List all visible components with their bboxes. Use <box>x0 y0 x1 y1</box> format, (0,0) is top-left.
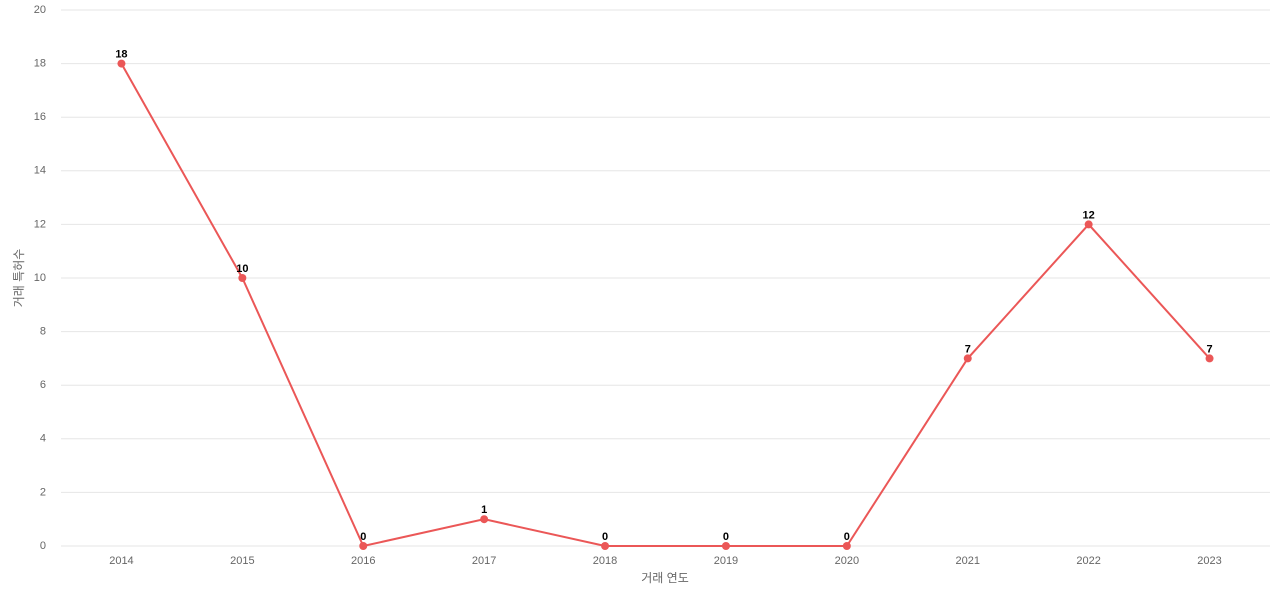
point <box>601 542 610 550</box>
x-tick-label: 2017 <box>472 555 496 567</box>
point <box>721 542 730 550</box>
y-tick-label: 4 <box>40 433 46 445</box>
point <box>842 542 851 550</box>
value-label: 7 <box>1206 343 1212 355</box>
point <box>359 542 368 550</box>
point <box>963 354 972 363</box>
value-label: 0 <box>844 531 850 543</box>
x-tick-label: 2019 <box>714 555 738 567</box>
y-tick-label: 14 <box>34 165 46 177</box>
value-label: 10 <box>236 263 248 275</box>
point <box>480 515 489 524</box>
y-tick-label: 12 <box>34 218 46 230</box>
x-tick-label: 2023 <box>1197 555 1221 567</box>
x-tick-label: 2020 <box>835 555 859 567</box>
value-label: 0 <box>723 531 729 543</box>
y-tick-label: 8 <box>40 326 46 338</box>
point <box>1205 354 1214 363</box>
value-label: 0 <box>360 531 366 543</box>
line <box>120 63 1211 548</box>
x-tick-label: 2016 <box>351 555 375 567</box>
y-axis-title: 거래 특허수 <box>12 249 26 308</box>
y-tick-label: 18 <box>34 58 46 70</box>
point <box>1084 220 1093 229</box>
y-tick-label: 20 <box>34 4 46 16</box>
value-label: 18 <box>115 49 127 61</box>
x-tick-label: 2018 <box>593 555 617 567</box>
value-label: 0 <box>602 531 608 543</box>
x-tick-label: 2015 <box>230 555 254 567</box>
y-tick-label: 2 <box>40 486 46 498</box>
y-tick-label: 16 <box>34 111 46 123</box>
x-tick-label: 2014 <box>109 555 133 567</box>
value-label: 12 <box>1083 209 1095 221</box>
y-tick-label: 6 <box>40 379 46 391</box>
x-tick-label: 2022 <box>1076 555 1100 567</box>
point <box>117 59 126 68</box>
point <box>238 274 247 282</box>
y-tick-label: 0 <box>40 540 46 552</box>
value-label: 7 <box>965 343 971 355</box>
value-label: 1 <box>481 504 487 516</box>
y-tick-label: 10 <box>34 272 46 284</box>
x-axis-title: 거래 연도 <box>641 571 689 585</box>
x-tick-label: 2021 <box>956 555 980 567</box>
